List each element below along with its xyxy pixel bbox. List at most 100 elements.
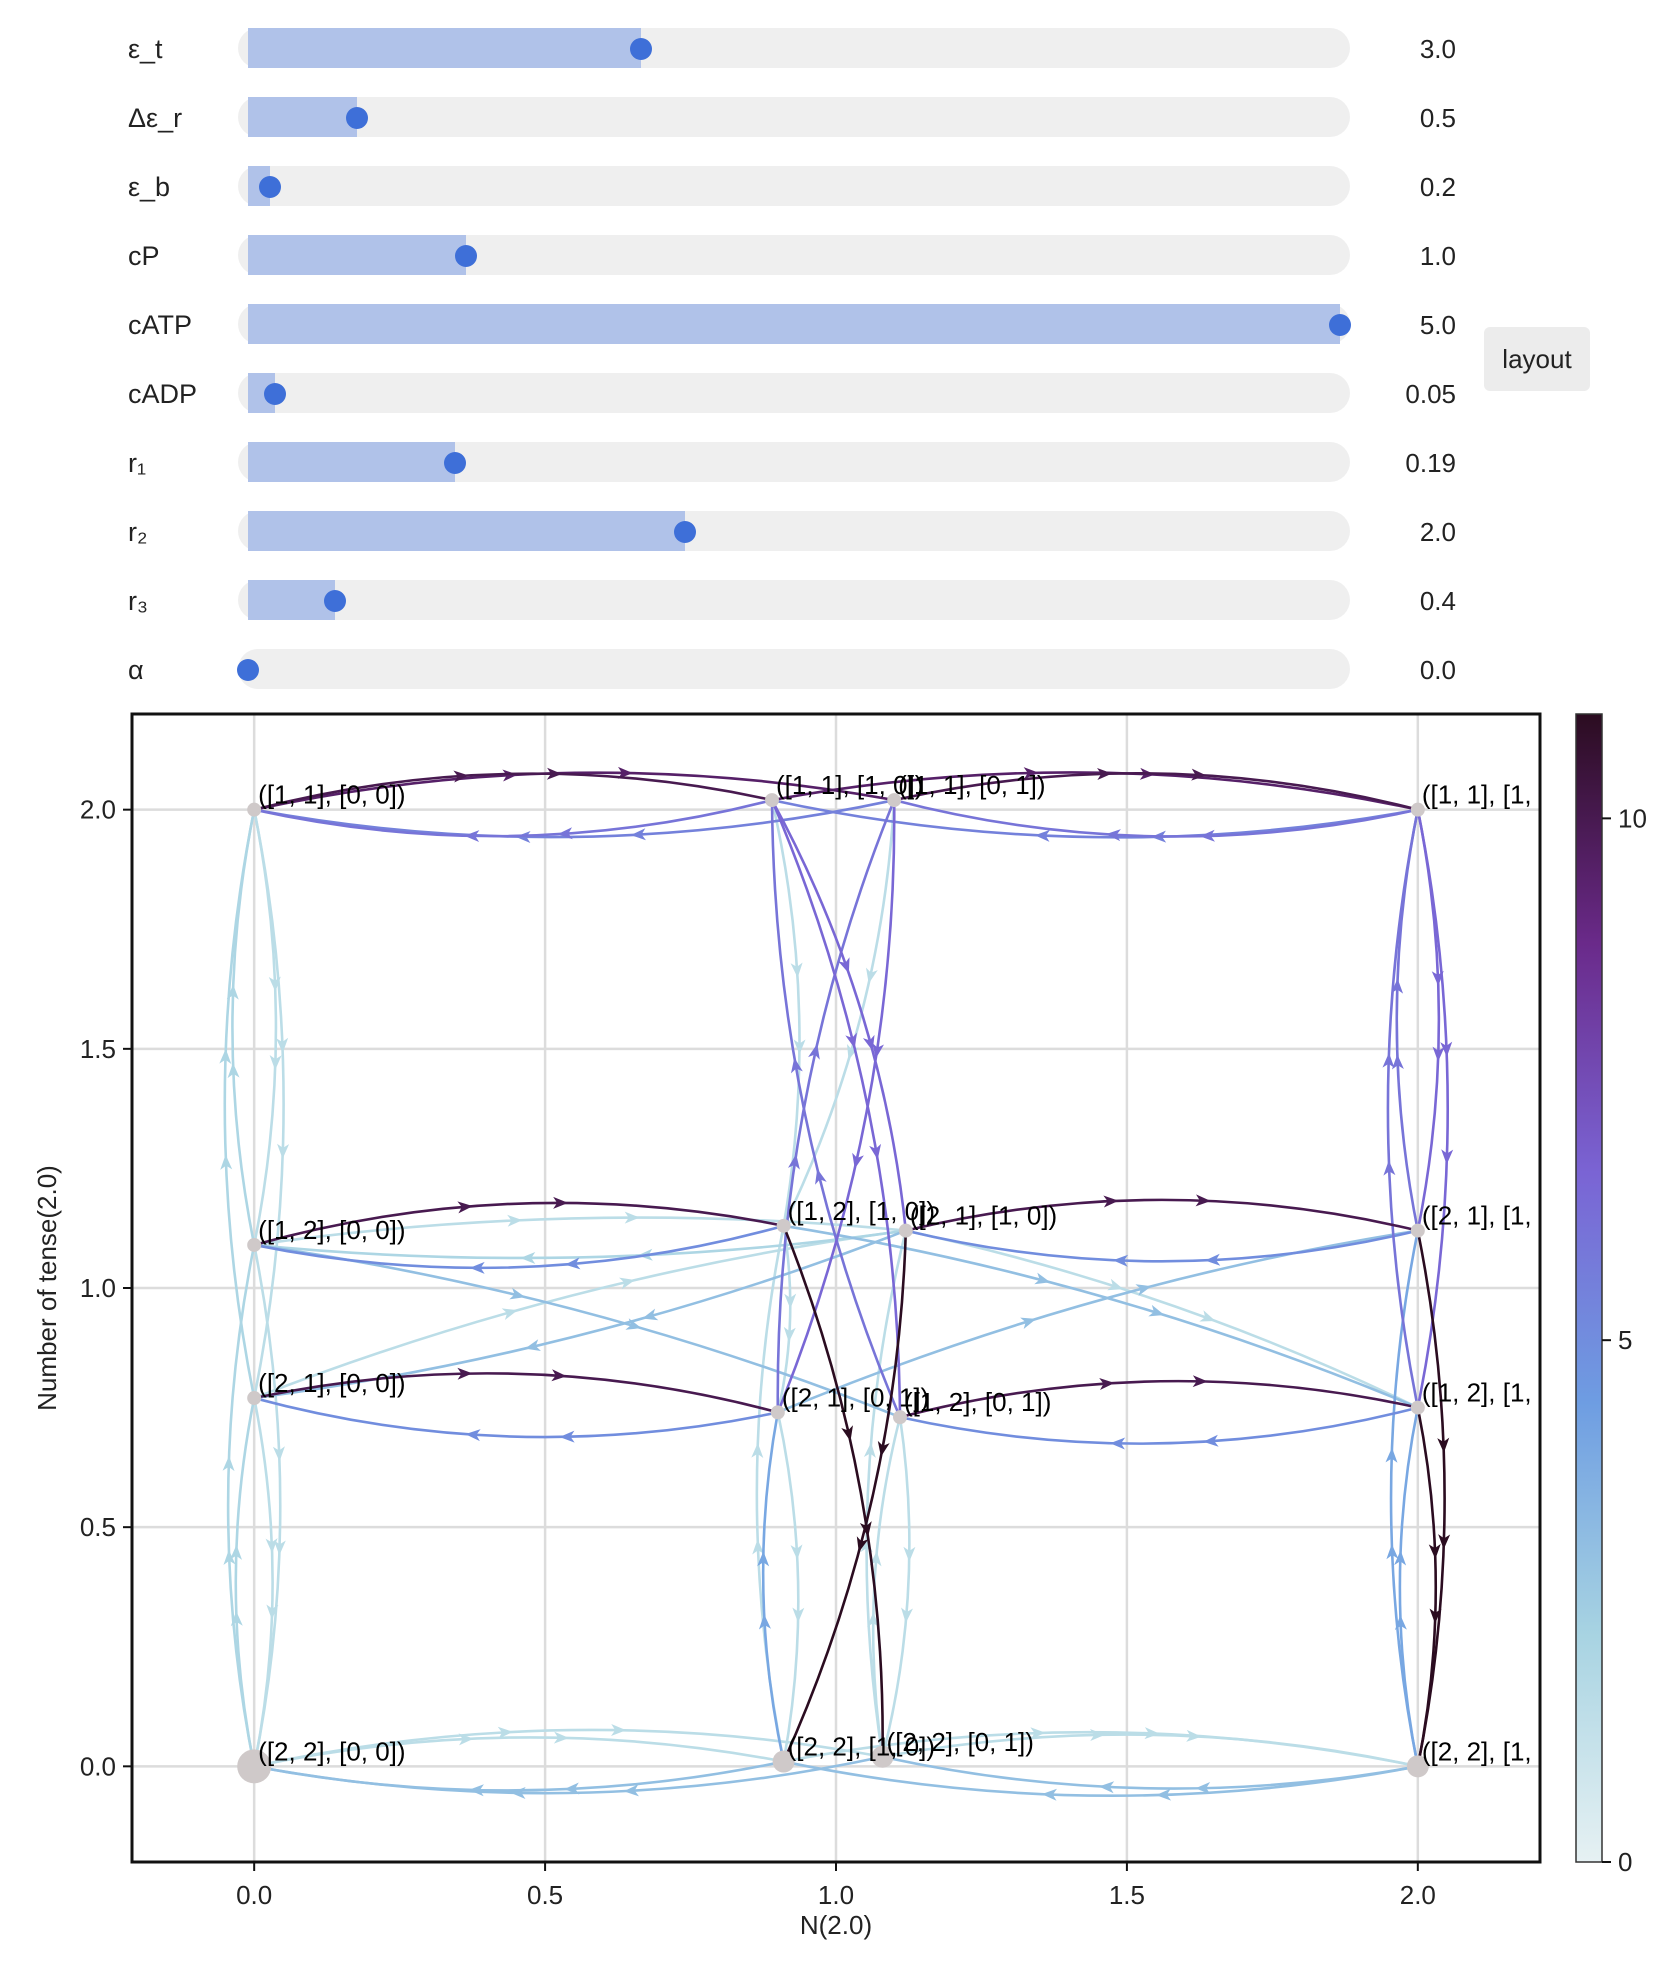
node-label: ([1, 2], [0, 0]) xyxy=(258,1215,405,1245)
edge-arrow xyxy=(856,1536,869,1553)
slider-row: r₁ 0.19 xyxy=(0,440,1480,484)
slider-value: 1.0 xyxy=(1419,241,1456,271)
edge-arrow xyxy=(901,1607,913,1623)
edge-arrow xyxy=(1440,1041,1453,1057)
edge-arrow xyxy=(1110,1437,1126,1450)
slider-handle[interactable] xyxy=(1329,314,1351,336)
edge-arrow xyxy=(1020,1317,1037,1330)
edge xyxy=(252,809,285,1399)
slider-label: r₁ xyxy=(128,448,147,478)
edge-arrow xyxy=(520,1251,536,1264)
edge-arrow xyxy=(1429,1608,1442,1624)
node-labels: ([1, 1], [0, 0]) ([1, 2], [0, 0]) ([2, 1],… xyxy=(258,770,1531,1766)
edge-arrow xyxy=(790,962,803,978)
edge xyxy=(776,1225,792,1413)
x-tick-label: 0.0 xyxy=(236,1880,272,1910)
grid xyxy=(132,714,1540,1862)
slider-handle[interactable] xyxy=(264,383,287,405)
edge-arrow xyxy=(1105,829,1121,842)
slider-handle[interactable] xyxy=(237,659,259,681)
node xyxy=(887,793,902,808)
slider-track[interactable] xyxy=(238,373,1350,413)
slider-handle[interactable] xyxy=(630,38,653,60)
node-label: ([1, 1], [0, 0]) xyxy=(258,780,405,810)
edge-arrow xyxy=(465,1429,481,1442)
edge xyxy=(771,771,1419,811)
edge xyxy=(871,1416,902,1757)
edge xyxy=(776,799,896,1413)
node-label: ([2, 1], [1, 0]) xyxy=(910,1201,1057,1231)
parameter-sliders: ε_t 3.0 Δε_r 0.5 ε_b 0.2 cP 1.0 cATP 5.0 cADP 0.05 r… xyxy=(0,0,1674,700)
edge-arrow xyxy=(1199,1310,1216,1322)
slider-fill xyxy=(248,580,336,620)
slider-track[interactable] xyxy=(238,649,1350,689)
edge xyxy=(771,798,1419,839)
slider-label: ε_b xyxy=(128,172,171,202)
slider-row: r₂ 2.0 xyxy=(0,509,1480,553)
edge xyxy=(905,1198,1419,1232)
node-label: ([1, 2], [1, xyxy=(1422,1378,1532,1408)
nodes xyxy=(237,793,1429,1784)
edge-arrow xyxy=(277,1143,290,1159)
node-label: ([2, 2], [1, xyxy=(1422,1736,1532,1766)
slider-label: ε_t xyxy=(128,34,163,64)
slider-label: cATP xyxy=(128,310,193,340)
x-tick-label: 0.5 xyxy=(527,1880,563,1910)
edge xyxy=(1416,1407,1438,1767)
slider-track[interactable] xyxy=(238,580,1350,620)
edge-arrow xyxy=(625,1318,642,1330)
edge-arrow xyxy=(266,1604,279,1620)
slider-handle[interactable] xyxy=(258,176,281,198)
slider-label: cP xyxy=(128,241,160,271)
colorbar-tick-label: 5 xyxy=(1618,1325,1632,1355)
slider-handle[interactable] xyxy=(346,107,369,129)
x-tick-label: 1.5 xyxy=(1109,1880,1145,1910)
edge-arrow xyxy=(564,1257,581,1270)
edge xyxy=(253,1216,906,1247)
slider-handle[interactable] xyxy=(673,521,696,543)
edge-arrow xyxy=(1394,1550,1407,1566)
node-label: ([1, 1], [1, 0]) xyxy=(776,770,923,800)
slider-track[interactable] xyxy=(238,97,1350,137)
edge-arrow xyxy=(269,1054,282,1071)
y-axis-label: Number of tense(2.0) xyxy=(32,1165,62,1411)
node-label: ([2, 2], [0, 0]) xyxy=(258,1736,405,1766)
edge xyxy=(253,1201,784,1247)
slider-handle[interactable] xyxy=(324,590,347,612)
slider-value: 0.2 xyxy=(1419,172,1456,202)
x-tick-label: 2.0 xyxy=(1400,1880,1436,1910)
slider-row: cP 1.0 xyxy=(0,233,1480,277)
edge-arrow xyxy=(1195,1194,1211,1207)
x-axis-label: N(2.0) xyxy=(800,1910,872,1940)
edge xyxy=(770,799,902,1418)
slider-handle[interactable] xyxy=(455,245,478,267)
edge-arrow xyxy=(866,967,878,984)
slider-track[interactable] xyxy=(238,166,1350,206)
edge xyxy=(234,1397,256,1767)
edge-arrow xyxy=(867,1612,880,1628)
node xyxy=(237,1749,272,1784)
node xyxy=(898,1223,913,1238)
edge-arrow xyxy=(783,1326,796,1343)
edge-arrow xyxy=(623,1784,639,1797)
edge-arrow xyxy=(630,828,646,841)
y-tick-label: 2.0 xyxy=(80,795,116,825)
edge-arrow xyxy=(557,827,573,840)
edge xyxy=(253,1224,784,1270)
edge-arrow xyxy=(510,1787,526,1800)
edge xyxy=(770,800,902,1418)
edge-arrow xyxy=(624,1211,640,1224)
slider-handle[interactable] xyxy=(444,452,467,474)
edge xyxy=(1389,1230,1420,1767)
node-label: ([2, 2], [1, 0]) xyxy=(788,1732,935,1762)
y-tick-label: 1.5 xyxy=(80,1034,116,1064)
edge xyxy=(899,1379,1419,1419)
slider-label: cADP xyxy=(128,379,198,409)
colorbar-tick-label: 10 xyxy=(1618,803,1647,833)
edge-arrow xyxy=(219,1048,232,1064)
edge-arrow xyxy=(230,1544,243,1560)
slider-label: α xyxy=(128,655,144,685)
edge-arrow xyxy=(1034,829,1051,842)
slider-value: 0.4 xyxy=(1419,586,1456,616)
layout-button[interactable]: layout xyxy=(1484,327,1590,391)
